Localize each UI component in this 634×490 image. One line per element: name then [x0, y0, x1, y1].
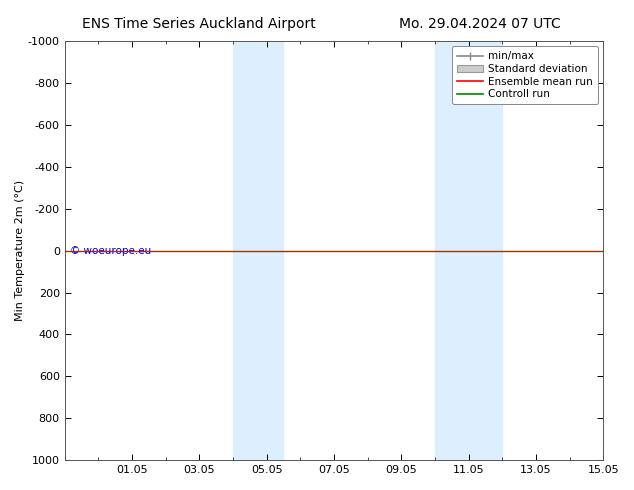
Y-axis label: Min Temperature 2m (°C): Min Temperature 2m (°C) [15, 180, 25, 321]
Legend: min/max, Standard deviation, Ensemble mean run, Controll run: min/max, Standard deviation, Ensemble me… [451, 46, 598, 104]
Text: ENS Time Series Auckland Airport: ENS Time Series Auckland Airport [82, 17, 316, 31]
Text: © woeurope.eu: © woeurope.eu [70, 245, 152, 256]
Bar [233, 41, 250, 460]
Bar [451, 41, 502, 460]
Bar [250, 41, 283, 460]
Bar [435, 41, 451, 460]
Text: Mo. 29.04.2024 07 UTC: Mo. 29.04.2024 07 UTC [399, 17, 561, 31]
